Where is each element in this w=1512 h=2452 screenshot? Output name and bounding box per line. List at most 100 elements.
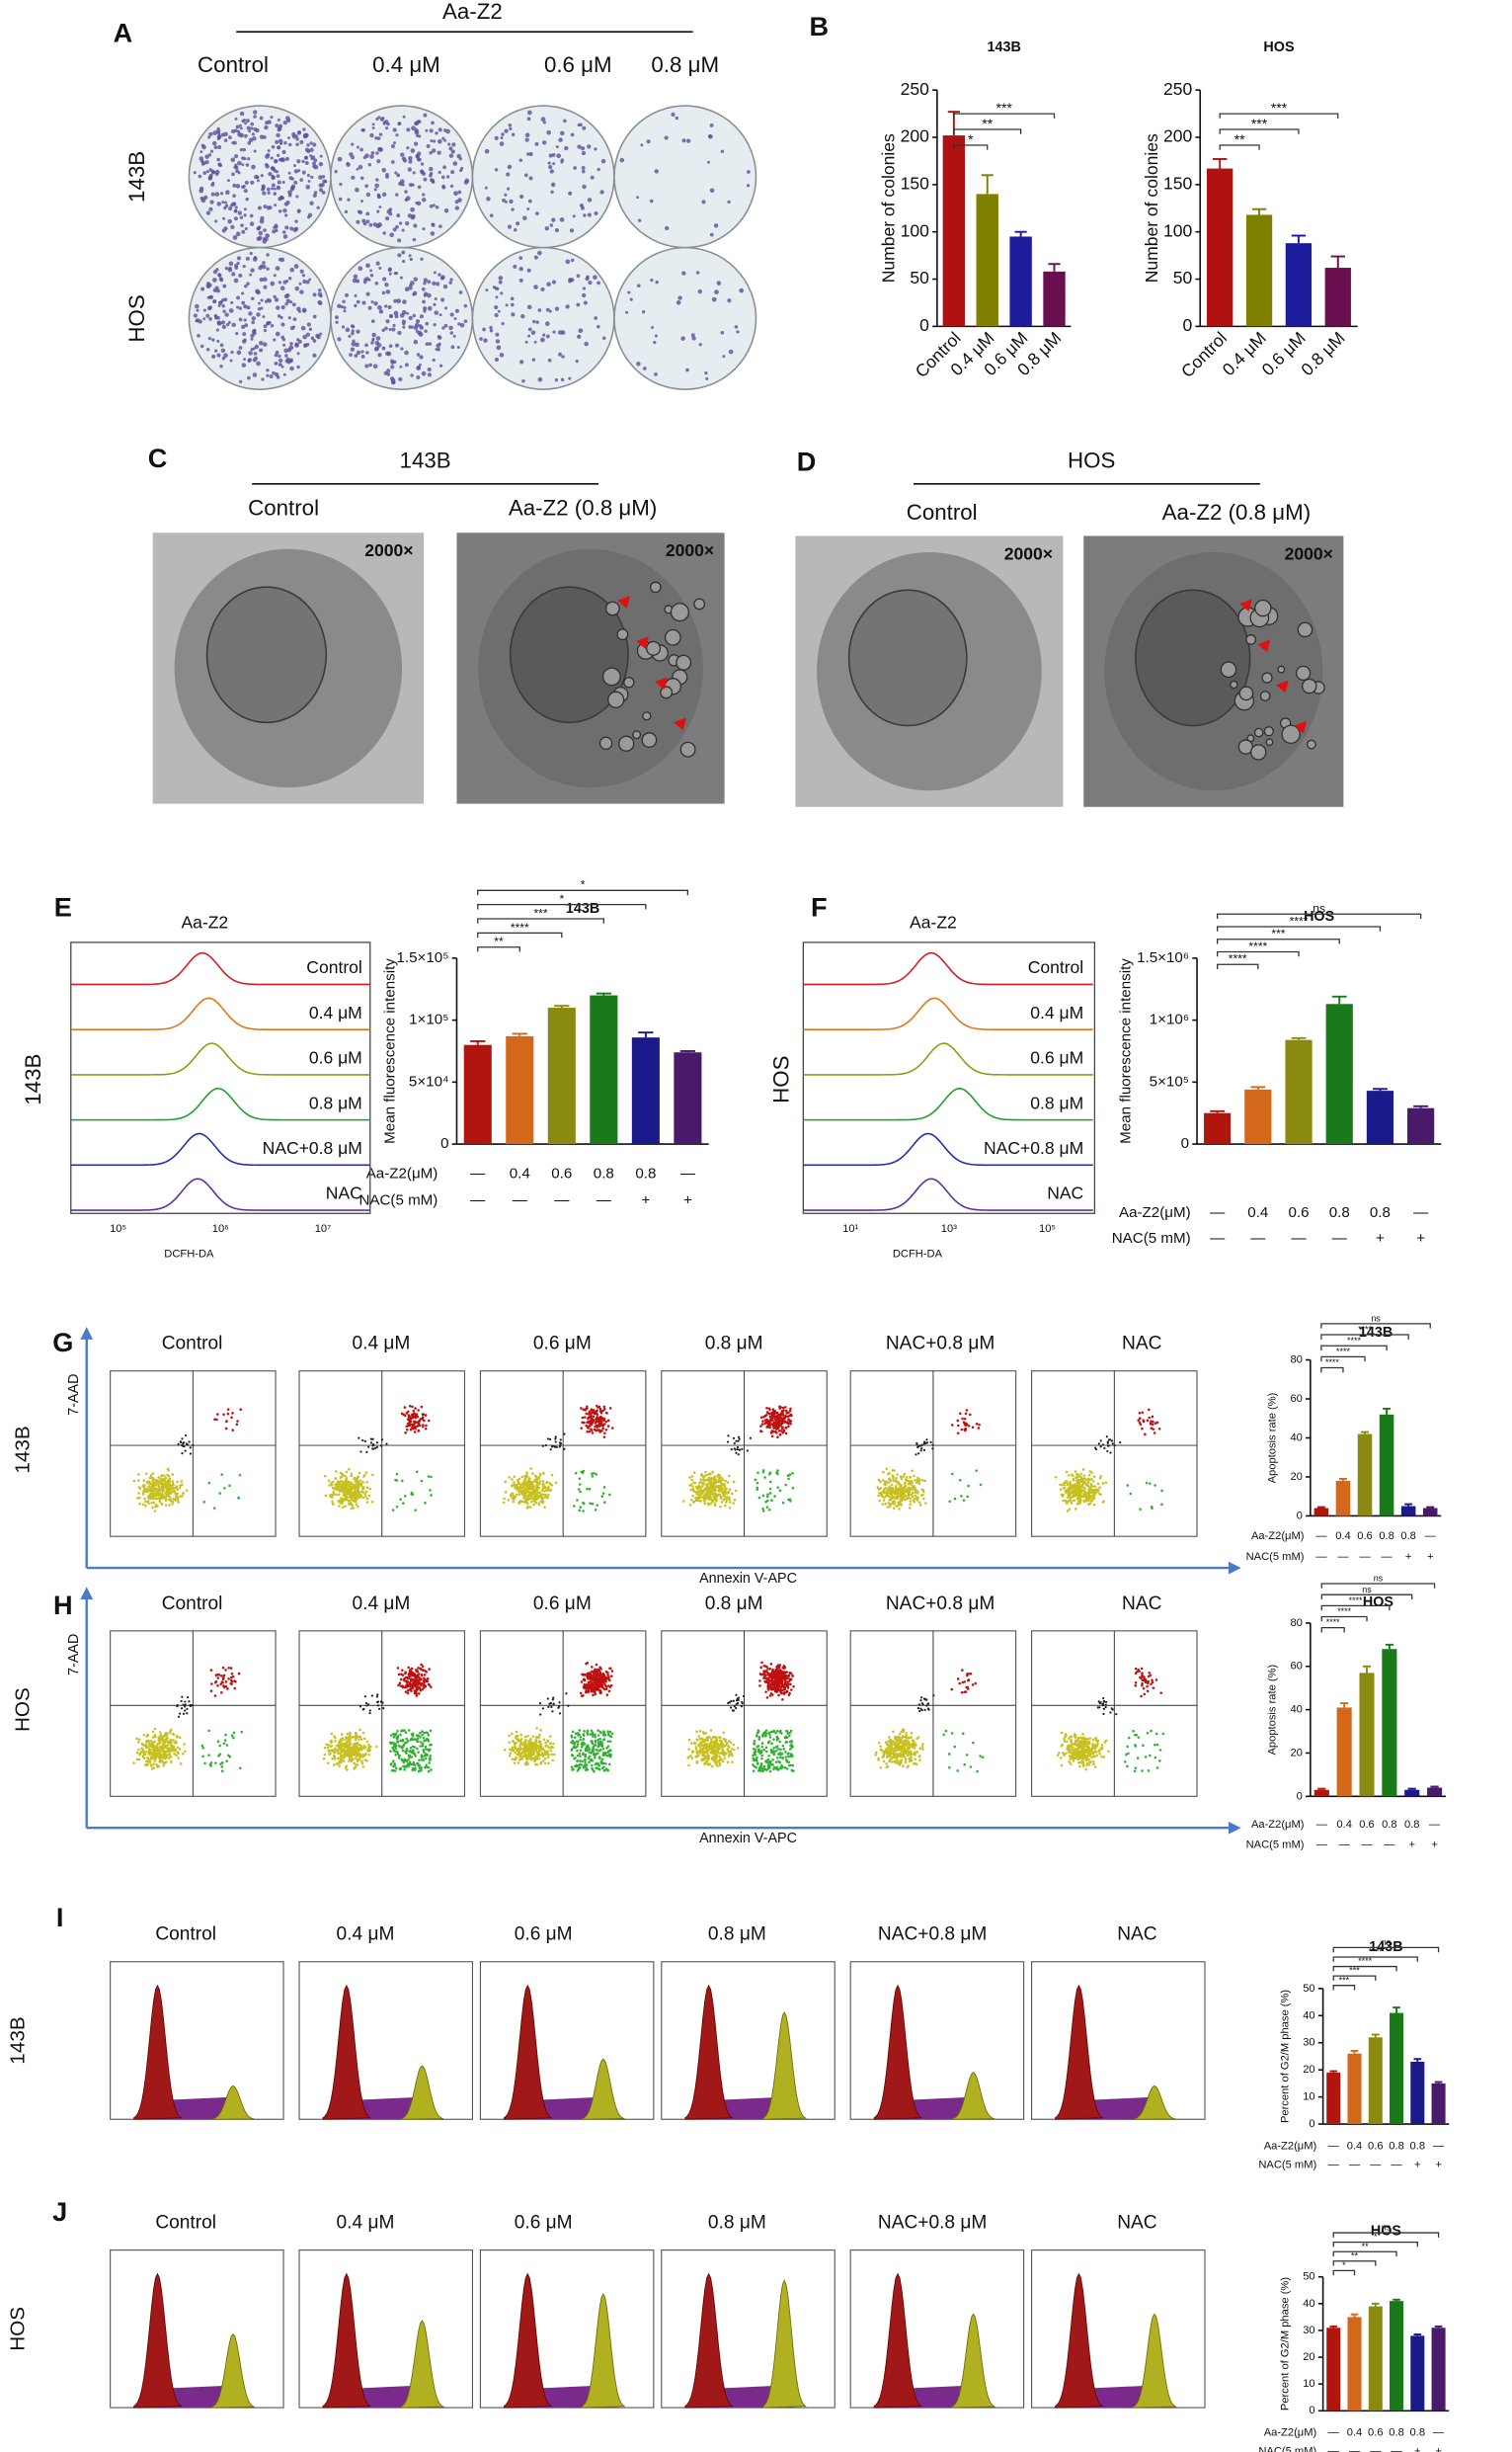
significance-label: *** [1251, 116, 1268, 131]
colony [454, 200, 459, 204]
colony [557, 330, 563, 335]
colony [288, 142, 292, 147]
colony [697, 288, 702, 294]
bar [1382, 1649, 1397, 1797]
event [882, 1470, 885, 1474]
event [896, 1473, 899, 1476]
event [543, 1490, 546, 1493]
colony [445, 175, 450, 179]
colony [275, 123, 279, 128]
colony [288, 176, 293, 181]
event [590, 1422, 593, 1425]
event [1098, 1486, 1101, 1489]
event [360, 1759, 363, 1762]
event [712, 1495, 715, 1499]
vacuole [632, 730, 642, 740]
event [719, 1479, 723, 1483]
colony [273, 225, 277, 229]
event [395, 1472, 399, 1476]
event [150, 1764, 153, 1768]
event [354, 1765, 358, 1769]
colony [245, 256, 250, 261]
y-tick-label: 0 [1181, 1135, 1189, 1152]
colony [556, 153, 562, 159]
colony [452, 161, 458, 166]
colony [499, 353, 505, 358]
significance-bracket [1332, 1975, 1377, 1981]
vacuole [623, 677, 635, 689]
colony [421, 171, 426, 176]
event [142, 1733, 146, 1737]
colony [381, 168, 386, 173]
event [151, 1476, 155, 1480]
event [151, 1472, 155, 1475]
event [776, 1486, 779, 1489]
colony [530, 330, 536, 335]
event [331, 1503, 335, 1506]
event [353, 1487, 357, 1490]
event [217, 1674, 221, 1676]
colony [709, 123, 714, 127]
colony [262, 134, 267, 139]
event [1073, 1492, 1076, 1496]
colony [447, 142, 451, 146]
colony [285, 116, 290, 121]
event [719, 1484, 723, 1488]
colony [664, 135, 669, 140]
event [898, 1494, 901, 1498]
colony [250, 333, 255, 339]
event [517, 1490, 520, 1494]
event [365, 1480, 368, 1484]
colony [278, 363, 282, 368]
event [728, 1488, 732, 1491]
event [363, 1439, 366, 1442]
colony [263, 342, 268, 347]
panel-letter: F [811, 892, 828, 923]
event [145, 1746, 149, 1749]
event [232, 1731, 236, 1735]
colony [297, 309, 301, 313]
event [766, 1499, 769, 1503]
row-value: — [1391, 2159, 1402, 2170]
colony [533, 255, 538, 260]
event [165, 1760, 168, 1763]
event [188, 1440, 191, 1443]
colony [372, 364, 378, 369]
row-value: — [1250, 1230, 1266, 1247]
event [186, 1712, 189, 1715]
vacuole [1250, 744, 1267, 761]
event [221, 1666, 225, 1670]
event [714, 1495, 717, 1499]
event [912, 1495, 915, 1499]
event [141, 1503, 145, 1507]
event [914, 1494, 917, 1498]
colony [294, 342, 299, 347]
colony [244, 133, 248, 138]
event [916, 1452, 920, 1455]
colony [411, 125, 416, 131]
row-name: Aa-Z2(μM) [366, 1165, 438, 1182]
event [510, 1493, 513, 1496]
colony [223, 138, 228, 142]
event [220, 1765, 224, 1768]
event [177, 1501, 180, 1504]
event [971, 1426, 975, 1429]
colony [577, 123, 581, 127]
event [547, 1494, 550, 1497]
event [725, 1492, 729, 1495]
event [886, 1506, 890, 1509]
colony [427, 367, 432, 372]
event [929, 1440, 932, 1444]
event [892, 1476, 895, 1480]
event [137, 1738, 141, 1742]
significance-bracket [1332, 2232, 1440, 2238]
event [216, 1740, 220, 1743]
trace-label: 0.8 μM [309, 1093, 362, 1112]
event [365, 1486, 369, 1490]
magnification: 2000× [1004, 543, 1053, 563]
event [545, 1481, 548, 1485]
colony [402, 325, 406, 329]
event [925, 1441, 929, 1444]
event [169, 1485, 172, 1488]
colony [654, 371, 658, 376]
